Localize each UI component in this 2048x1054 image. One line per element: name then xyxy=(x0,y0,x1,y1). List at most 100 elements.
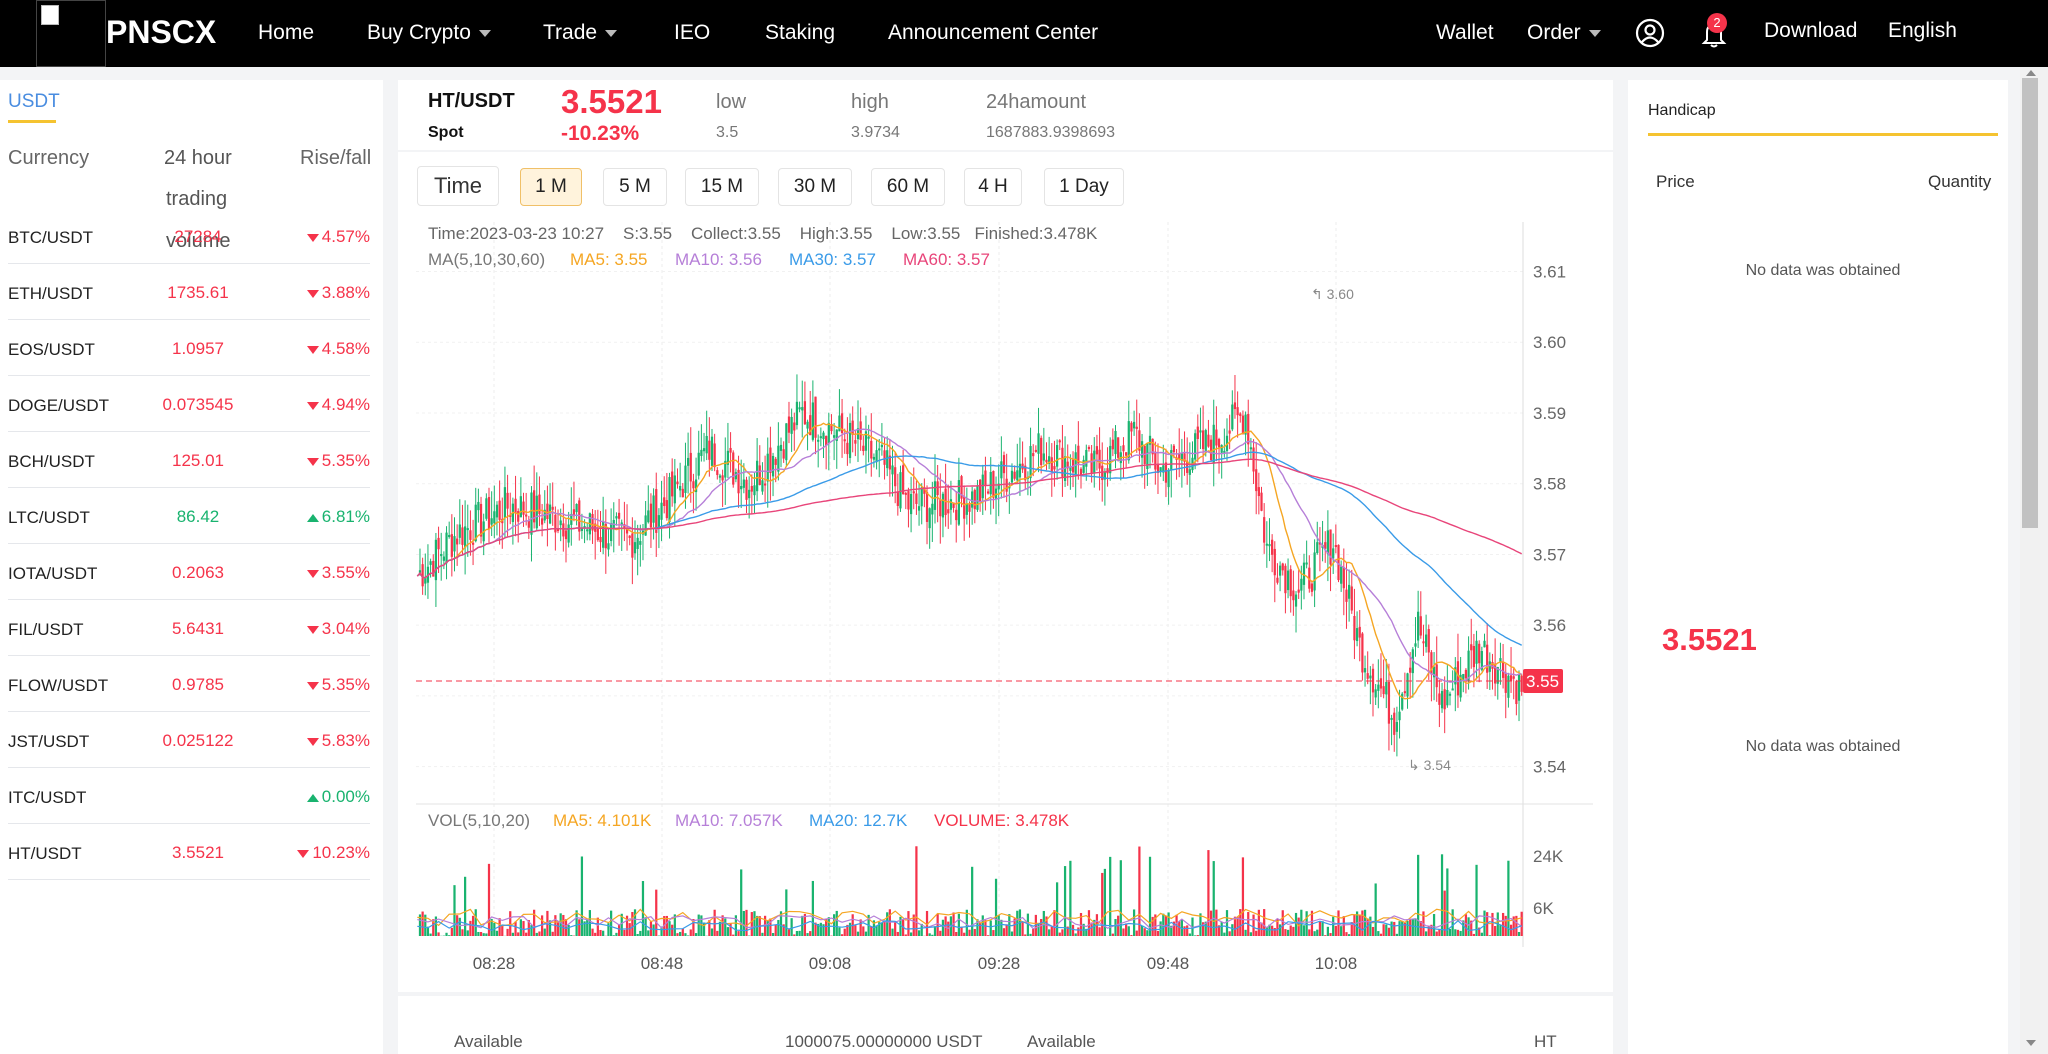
candlestick-chart[interactable]: 3.55↰ 3.60↳ 3.54 3.613.603.593.583.573.5… xyxy=(398,212,1598,972)
volume-bar xyxy=(899,916,902,936)
ma-line xyxy=(416,422,1523,700)
candle-body xyxy=(822,432,825,440)
tab-usdt[interactable]: USDT xyxy=(8,91,60,112)
scroll-up-arrow-icon[interactable] xyxy=(2026,70,2036,76)
arrow-down-icon xyxy=(306,681,319,690)
timeframe-button[interactable]: 30 M xyxy=(778,168,852,206)
market-row[interactable]: FLOW/USDT 0.9785 5.35% xyxy=(8,656,370,712)
volume-bar xyxy=(1063,866,1067,936)
volume-bar xyxy=(617,924,621,936)
candle-body xyxy=(1385,681,1388,695)
candle-body xyxy=(1440,691,1444,709)
scrollbar-thumb[interactable] xyxy=(2022,78,2038,528)
user-icon[interactable] xyxy=(1635,18,1665,48)
volume-bar xyxy=(1132,909,1136,936)
timeframe-button[interactable]: 5 M xyxy=(603,168,667,206)
candle-body xyxy=(1345,589,1348,602)
candle-body xyxy=(686,457,690,466)
volume-bar xyxy=(1032,928,1035,936)
market-row[interactable]: IOTA/USDT 0.2063 3.55% xyxy=(8,544,370,600)
timeframe-button[interactable]: 1 M xyxy=(520,168,582,206)
timeframe-button[interactable]: 60 M xyxy=(871,168,945,206)
candle-body xyxy=(790,416,793,434)
candle-body xyxy=(848,422,852,458)
nav-wallet[interactable]: Wallet xyxy=(1436,21,1494,44)
candle-body xyxy=(1151,438,1154,455)
volume-bar xyxy=(793,934,796,936)
candle-body xyxy=(830,423,833,432)
volume-bar xyxy=(594,932,597,936)
volume-bar xyxy=(750,912,753,936)
nav-language[interactable]: English xyxy=(1888,19,1957,42)
market-row[interactable]: LTC/USDT 86.42 6.81% xyxy=(8,488,370,544)
volume-bar xyxy=(1491,912,1494,936)
candle-body xyxy=(721,475,724,481)
market-row[interactable]: BTC/USDT 27284 4.57% xyxy=(8,208,370,264)
market-pair: LTC/USDT xyxy=(8,508,90,527)
volume-bar xyxy=(477,931,480,936)
chart-grid xyxy=(416,222,1593,947)
candle-body xyxy=(530,492,533,535)
timeframe-time[interactable]: Time xyxy=(417,166,499,206)
volume-bar xyxy=(679,931,682,936)
market-row[interactable]: ITC/USDT 0.00% xyxy=(8,768,370,824)
scroll-down-arrow-icon[interactable] xyxy=(2026,1040,2036,1046)
nav-home[interactable]: Home xyxy=(258,21,315,44)
candle-body xyxy=(1340,566,1343,584)
ma10-legend: MA10: 3.56 xyxy=(675,250,762,269)
market-row[interactable]: ETH/USDT 1735.61 3.88% xyxy=(8,264,370,320)
market-row[interactable]: BCH/USDT 125.01 5.35% xyxy=(8,432,370,488)
candle-body xyxy=(519,496,522,518)
candle-body xyxy=(1111,439,1114,450)
market-row[interactable]: HT/USDT 3.5521 10.23% xyxy=(8,824,370,880)
candle-body xyxy=(665,500,668,519)
price-tick-label: 3.56 xyxy=(1533,616,1566,635)
nav-staking[interactable]: Staking xyxy=(765,21,836,44)
candle-body xyxy=(1103,472,1107,480)
volume-bar xyxy=(591,928,594,936)
market-row[interactable]: DOGE/USDT 0.073545 4.94% xyxy=(8,376,370,432)
candle-body xyxy=(602,521,605,548)
volume-bar xyxy=(1313,931,1316,936)
market-list-panel: USDT Currency 24 hour trading volume Ris… xyxy=(0,80,383,1054)
candle-body xyxy=(657,515,661,527)
brand-name[interactable]: PNSCX xyxy=(106,14,217,50)
logo-image[interactable] xyxy=(36,0,106,67)
candle-body xyxy=(1464,669,1468,679)
timeframe-button[interactable]: 1 Day xyxy=(1044,168,1124,206)
candle-body xyxy=(785,423,788,461)
volume-bar xyxy=(1170,925,1173,936)
volume-bar xyxy=(540,915,544,936)
volume-bar xyxy=(1318,920,1322,936)
market-change-value: 5.35% xyxy=(321,675,370,694)
volume-bar xyxy=(1026,913,1030,936)
nav-ieo[interactable]: IEO xyxy=(674,21,711,44)
volume-bar xyxy=(519,919,522,936)
candle-body xyxy=(620,522,623,525)
market-row[interactable]: JST/USDT 0.025122 5.83% xyxy=(8,712,370,768)
volume-bar xyxy=(933,926,937,936)
market-row[interactable]: FIL/USDT 5.6431 3.04% xyxy=(8,600,370,656)
volume-bar xyxy=(530,925,533,936)
candle-body xyxy=(1249,447,1253,450)
col-rise-fall: Rise/fall xyxy=(300,147,372,169)
nav-trade[interactable]: Trade xyxy=(543,21,618,45)
nav-order[interactable]: Order xyxy=(1527,21,1601,45)
tab-handicap[interactable]: Handicap xyxy=(1648,102,1716,119)
candle-body xyxy=(907,491,910,510)
nav-download[interactable]: Download xyxy=(1764,19,1858,42)
candle-body xyxy=(1024,465,1027,481)
candle-body xyxy=(1273,548,1276,576)
nav-buy-crypto[interactable]: Buy Crypto xyxy=(367,21,491,45)
candle-body xyxy=(811,402,814,440)
timeframe-button[interactable]: 4 H xyxy=(964,168,1022,206)
nav-announcement-center[interactable]: Announcement Center xyxy=(888,21,1099,44)
volume-bar xyxy=(490,918,493,936)
candle-body xyxy=(1172,445,1176,453)
timeframe-button[interactable]: 15 M xyxy=(685,168,759,206)
volume-bar xyxy=(1257,909,1260,936)
volume-bar xyxy=(525,932,528,936)
market-row[interactable]: EOS/USDT 1.0957 4.58% xyxy=(8,320,370,376)
ma5-legend: MA5: 3.55 xyxy=(570,250,648,269)
high-marker: ↰ 3.60 xyxy=(1311,286,1354,302)
